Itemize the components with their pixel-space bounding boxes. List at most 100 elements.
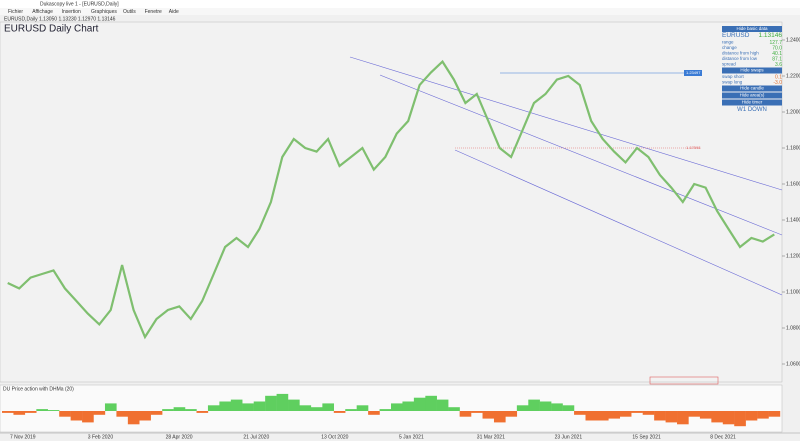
oscillator-bar <box>665 411 678 423</box>
oscillator-bar <box>425 395 437 411</box>
oscillator-bar <box>768 411 781 417</box>
oscillator-bar <box>642 411 655 415</box>
oscillator-bar <box>436 399 449 411</box>
oscillator-bar <box>253 401 266 411</box>
oscillator-bar <box>688 411 701 417</box>
panel-button-label: Hide candle <box>740 86 764 91</box>
panel-key: EURUSD <box>722 32 750 39</box>
oscillator-bar <box>585 411 598 421</box>
oscillator-bar <box>288 399 300 411</box>
oscillator-bar <box>299 405 312 411</box>
oscillator-bar <box>162 409 174 411</box>
chart-area <box>0 21 783 383</box>
x-tick-label: 8 Dec 2021 <box>710 434 736 440</box>
oscillator-bar <box>322 403 334 411</box>
oscillator-bar <box>173 407 186 411</box>
panel-key: distance from low <box>722 56 758 61</box>
y-tick-label: 1.1200 <box>786 253 800 259</box>
panel-key: swap long <box>722 80 743 85</box>
panel-button[interactable] <box>722 67 782 74</box>
menu-item[interactable]: Aide <box>169 9 179 15</box>
panel-key: distance from high <box>722 51 759 56</box>
panel-value: 70.0 <box>772 45 782 51</box>
menu-bar <box>0 8 800 15</box>
oscillator-bar <box>379 409 392 411</box>
high-label: 1.23497 <box>686 70 701 75</box>
oscillator-bar <box>104 403 117 411</box>
menu-item[interactable]: Fichier <box>8 9 23 15</box>
y-tick-label: 1.2400 <box>786 37 800 43</box>
symbol-line: EURUSD,Daily 1.13050 1.13230 1.12970 1.1… <box>4 16 116 22</box>
x-tick-label: 7 Nov 2019 <box>10 434 36 440</box>
oscillator-bar <box>333 411 346 413</box>
panel-key: swap short <box>722 74 745 79</box>
oscillator-bar <box>230 399 243 411</box>
window-title: Dukascopy live 1 - [EURUSD,Daily] <box>40 1 119 7</box>
oscillator-bar <box>722 411 735 425</box>
panel-button-label: Hide basic data <box>736 26 768 31</box>
oscillator-bar <box>127 411 140 425</box>
oscillator-bar <box>471 411 483 413</box>
oscillator-bar <box>82 411 94 423</box>
title-bar <box>0 0 800 8</box>
oscillator-bar <box>562 405 575 411</box>
chart-title: EURUSD Daily Chart <box>4 24 99 35</box>
oscillator-bar <box>368 411 380 415</box>
oscillator-bar <box>207 405 220 411</box>
oscillator-bar <box>139 411 151 421</box>
oscillator-bar <box>345 409 357 411</box>
x-tick-label: 13 Oct 2020 <box>321 434 348 440</box>
menu-item[interactable]: Outils <box>123 9 136 15</box>
panel-button[interactable] <box>722 85 782 92</box>
oscillator-bar <box>574 411 586 415</box>
oscillator-bar <box>505 411 518 417</box>
panel-button-label: Hide area(s) <box>740 93 765 98</box>
oscillator-bar <box>265 395 277 411</box>
y-tick-label: 1.0600 <box>786 361 800 367</box>
oscillator-bar <box>631 411 643 413</box>
high-tag <box>684 70 702 76</box>
trend-status: W1 DOWN <box>737 107 767 113</box>
oscillator-bar <box>493 411 506 423</box>
oscillator-bar <box>196 411 209 413</box>
panel-key: range <box>722 40 734 45</box>
panel-value: 3.6 <box>775 62 782 68</box>
oscillator-bar <box>619 411 632 417</box>
oscillator-bar <box>59 411 71 417</box>
panel-value: 40.1 <box>772 51 782 57</box>
oscillator-bar <box>219 401 232 411</box>
y-tick-label: 1.0800 <box>786 325 800 331</box>
oscillator-bar <box>185 409 197 411</box>
channel-top <box>349 56 783 191</box>
x-tick-label: 5 Jan 2021 <box>399 434 424 440</box>
menu-item[interactable]: Graphiques <box>91 9 117 15</box>
panel-key: change <box>722 45 737 50</box>
panel-button-label: Hide swaps <box>740 68 764 73</box>
oscillator-bar <box>2 411 14 413</box>
oscillator-bar <box>539 401 552 411</box>
price-line <box>7 59 775 340</box>
panel-button[interactable] <box>722 26 782 32</box>
panel-key: spread <box>722 62 736 67</box>
oscillator-bar <box>276 393 289 411</box>
panel-button[interactable] <box>722 92 782 99</box>
oscillator-bar <box>24 411 37 413</box>
oscillator-bar <box>608 411 621 419</box>
menu-item[interactable]: Affichage <box>32 9 53 15</box>
oscillator-bar <box>356 405 369 411</box>
mid-label: 1.17598 <box>686 145 701 150</box>
oscillator-bar <box>310 407 323 411</box>
panel-value: 1.13146 <box>759 32 783 39</box>
menu-item[interactable]: Insertion <box>62 9 81 15</box>
oscillator-bar <box>391 403 403 411</box>
panel-button[interactable] <box>722 99 782 106</box>
oscillator-bar <box>413 397 426 411</box>
oscillator-bar <box>13 411 26 415</box>
oscillator-bar <box>448 407 460 411</box>
menu-item[interactable]: Fenetre <box>145 9 162 15</box>
panel-value: 87.1 <box>772 56 782 62</box>
panel-value: 127.7 <box>769 40 782 46</box>
panel-button-label: Hide timer <box>742 100 763 105</box>
